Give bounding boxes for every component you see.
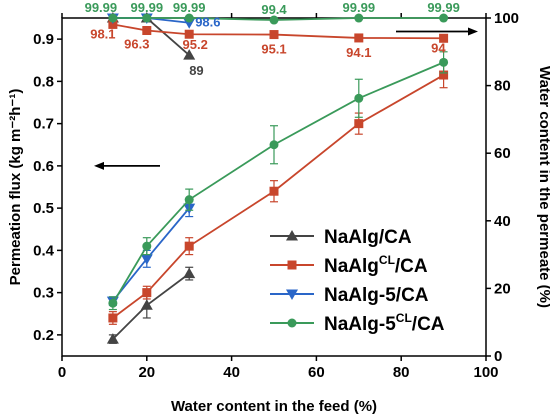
water-data-label: 95.2: [183, 37, 208, 52]
flux-point: [108, 298, 118, 308]
legend-item-2: NaAlg-5/CA: [270, 285, 429, 306]
flux-line: [112, 61, 444, 304]
water-point: [439, 13, 449, 23]
y-right-tick-label: 0: [494, 348, 502, 365]
water-data-label: 98.1: [90, 26, 115, 41]
y-left-tick-label: 0.9: [33, 31, 54, 48]
y-left-tick-label: 0.5: [33, 200, 54, 217]
flux-point: [354, 93, 364, 103]
flux-point: [108, 313, 118, 323]
legend-marker: [287, 318, 297, 328]
flux-point: [269, 140, 279, 150]
water-point: [108, 13, 118, 23]
y-left-tick-label: 0.4: [33, 242, 55, 259]
axis-arrows: [94, 27, 478, 170]
flux-point: [269, 186, 279, 196]
water-data-label: 94.1: [346, 45, 371, 60]
legend-item-3: NaAlg-5CL/CA: [270, 311, 445, 335]
water-data-label: 95.1: [261, 42, 286, 57]
water-point: [354, 33, 364, 43]
water-labels-2: 98.6: [195, 15, 220, 30]
flux-point: [439, 70, 449, 80]
water-data-label: 89: [189, 63, 203, 78]
water-point: [142, 26, 152, 36]
y-axis-title-right: Water content in the permeate (%): [536, 66, 550, 308]
legend-label: NaAlg-5CL/CA: [324, 311, 445, 335]
legend-item-0: NaAlg/CA: [270, 227, 412, 248]
water-line: [112, 17, 444, 21]
water-point: [183, 49, 196, 60]
axis-ticks: 0 20 40 60 80 100 0.2 0.3 0.4 0.5 0.6 0.7 0.8 0.9 0 20 4…: [33, 10, 519, 381]
y-axis-title-left: Permeation flux (kg m⁻²h⁻¹): [7, 89, 24, 286]
legend-marker: [287, 260, 297, 270]
water-labels-1: 98.1 96.3 95.2 95.1 94.1 94: [90, 26, 446, 60]
x-tick-label: 20: [138, 364, 155, 381]
flux-point: [354, 119, 364, 129]
water-point: [269, 30, 279, 40]
water-data-label: 98.6: [195, 15, 220, 30]
x-tick-label: 100: [473, 364, 498, 381]
legend: NaAlg/CA NaAlgCL/CA NaAlg-5/CA NaAlg-5CL/CA: [270, 227, 445, 335]
water-point: [184, 29, 194, 39]
y-left-tick-label: 0.6: [33, 158, 54, 175]
water-data-label: 99.99: [131, 0, 164, 15]
water-point: [354, 13, 364, 23]
water-point: [184, 13, 194, 23]
left-axis-arrow-head: [94, 161, 104, 170]
water-data-label: 99.99: [173, 0, 206, 15]
series-3: [108, 13, 449, 311]
legend-label: NaAlg-5/CA: [324, 285, 429, 306]
water-data-label: 99.99: [85, 0, 118, 15]
x-tick-label: 60: [308, 364, 325, 381]
x-tick-label: 40: [223, 364, 240, 381]
y-right-tick-label: 40: [494, 213, 511, 230]
water-data-label: 99.99: [343, 0, 376, 15]
y-right-tick-label: 60: [494, 145, 511, 162]
water-labels-3: 99.99 99.99 99.99 99.4 99.99 99.99: [85, 0, 460, 17]
y-right-tick-label: 20: [494, 280, 511, 297]
legend-item-1: NaAlgCL/CA: [270, 253, 428, 277]
water-point: [108, 19, 118, 29]
flux-point: [142, 288, 152, 298]
flux-point: [106, 333, 119, 344]
y-left-tick-label: 0.2: [33, 327, 54, 344]
x-axis-title: Water content in the feed (%): [171, 398, 377, 415]
water-line: [112, 23, 444, 40]
flux-point: [142, 241, 152, 251]
flux-point: [439, 57, 449, 67]
legend-marker: [286, 230, 298, 241]
legend-marker: [286, 289, 298, 300]
legend-label: NaAlg/CA: [324, 227, 412, 248]
water-point: [269, 15, 279, 25]
water-data-label: 96.3: [124, 37, 149, 52]
right-axis-arrow-head: [468, 27, 478, 36]
water-point: [439, 33, 449, 43]
y-left-tick-label: 0.8: [33, 73, 54, 90]
water-data-label: 99.99: [427, 0, 460, 15]
flux-point: [140, 254, 153, 265]
flux-point: [183, 267, 196, 279]
flux-point: [184, 195, 194, 205]
flux-point: [184, 241, 194, 251]
y-left-tick-label: 0.7: [33, 116, 54, 133]
water-labels-0: 89: [189, 63, 203, 78]
flux-line: [112, 74, 445, 319]
water-data-label: 99.4: [261, 2, 287, 17]
flux-point: [140, 299, 153, 310]
series-1: [108, 19, 449, 325]
water-point: [142, 13, 152, 23]
series-2: [106, 13, 196, 308]
x-tick-label: 0: [58, 364, 66, 381]
water-data-label: 94: [431, 40, 446, 55]
y-left-tick-label: 0.3: [33, 285, 54, 302]
y-right-tick-label: 100: [494, 10, 519, 27]
legend-label: NaAlgCL/CA: [324, 253, 428, 277]
y-right-tick-label: 80: [494, 78, 511, 95]
x-tick-label: 80: [393, 364, 410, 381]
